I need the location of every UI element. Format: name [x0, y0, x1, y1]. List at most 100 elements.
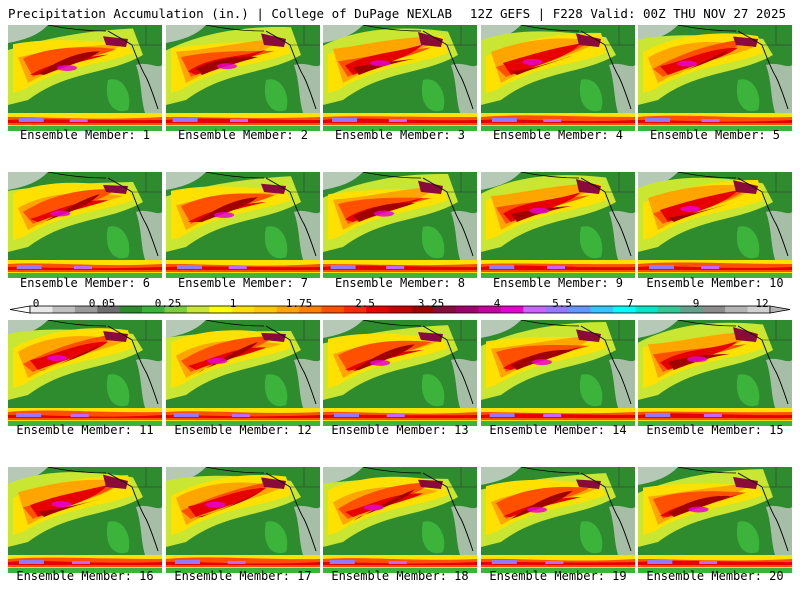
ensemble-member-label: Ensemble Member: 10: [646, 276, 784, 290]
ensemble-member-label: Ensemble Member: 9: [492, 276, 624, 290]
precip-map: [8, 467, 162, 573]
colorbar-segment: [52, 306, 76, 313]
precip-map: [166, 172, 320, 278]
color-scale-bar: [0, 296, 800, 320]
ensemble-member-label: Ensemble Member: 14: [489, 423, 627, 437]
ensemble-member-label: Ensemble Member: 19: [489, 569, 627, 583]
colorbar-segment: [164, 306, 188, 313]
ensemble-map-panel: [323, 320, 477, 426]
ensemble-member-label: Ensemble Member: 11: [16, 423, 154, 437]
ensemble-map-panel: [8, 320, 162, 426]
colorbar-tick-label: 0.25: [154, 297, 182, 310]
colorbar-segment: [186, 306, 210, 313]
precip-map: [166, 25, 320, 131]
header: Precipitation Accumulation (in.) | Colle…: [0, 0, 800, 24]
ensemble-map-panel: [166, 25, 320, 131]
ensemble-map-panel: [481, 25, 635, 131]
precip-map: [166, 320, 320, 426]
colorbar-segment: [119, 306, 143, 313]
colorbar-segment: [209, 306, 233, 313]
precip-map: [481, 467, 635, 573]
colorbar-segment: [411, 306, 434, 313]
ensemble-member-label: Ensemble Member: 2: [177, 128, 309, 142]
precip-map: [8, 320, 162, 426]
colorbar-tick-label: 0.05: [88, 297, 116, 310]
map-title: Precipitation Accumulation (in.) | Colle…: [8, 6, 453, 21]
colorbar-segment: [478, 306, 502, 313]
colorbar-tick-label: 1.75: [285, 297, 313, 310]
ensemble-member-label: Ensemble Member: 8: [334, 276, 466, 290]
colorbar-tick-label: 5.5: [552, 297, 572, 310]
ensemble-member-label: Ensemble Member: 6: [19, 276, 151, 290]
precip-map: [323, 25, 477, 131]
colorbar-tick-label: 3.25: [417, 297, 445, 310]
precip-map: [481, 320, 635, 426]
ensemble-map-panel: [166, 320, 320, 426]
colorbar-right-arrow: [769, 305, 791, 314]
precip-map: [481, 172, 635, 278]
ensemble-map-panel: [481, 172, 635, 278]
color-scale-svg: [9, 305, 791, 314]
precip-map: [323, 467, 477, 573]
colorbar-segment: [657, 306, 681, 313]
colorbar-segment: [747, 306, 771, 313]
ensemble-member-label: Ensemble Member: 12: [174, 423, 312, 437]
ensemble-member-label: Ensemble Member: 15: [646, 423, 784, 437]
ensemble-map-panel: [323, 467, 477, 573]
ensemble-map-panel: [8, 172, 162, 278]
ensemble-map-panel: [8, 467, 162, 573]
ensemble-member-label: Ensemble Member: 13: [331, 423, 469, 437]
precip-map: [323, 172, 477, 278]
colorbar-segment: [702, 306, 726, 313]
ensemble-member-label: Ensemble Member: 7: [177, 276, 309, 290]
ensemble-member-label: Ensemble Member: 20: [646, 569, 784, 583]
colorbar-segment: [97, 306, 120, 313]
colorbar-tick-label: 0: [32, 297, 40, 310]
ensemble-member-label: Ensemble Member: 5: [649, 128, 781, 142]
ensemble-map-panel: [481, 467, 635, 573]
precip-map: [8, 172, 162, 278]
ensemble-map-panel: [166, 172, 320, 278]
colorbar-left-arrow: [9, 305, 31, 314]
colorbar-tick-label: 1: [229, 297, 237, 310]
colorbar-tick-label: 4: [493, 297, 501, 310]
colorbar-segment: [74, 306, 98, 313]
colorbar-segment: [568, 306, 591, 313]
colorbar-segment: [142, 306, 165, 313]
colorbar-segment: [590, 306, 614, 313]
ensemble-member-label: Ensemble Member: 16: [16, 569, 154, 583]
colorbar-segment: [30, 306, 53, 313]
precip-map: [638, 467, 792, 573]
ensemble-map-panel: [323, 172, 477, 278]
ensemble-member-label: Ensemble Member: 1: [19, 128, 151, 142]
colorbar-segment: [343, 306, 367, 313]
precip-map: [481, 25, 635, 131]
precip-map: [8, 25, 162, 131]
colorbar-segment: [231, 306, 255, 313]
ensemble-map-panel: [638, 467, 792, 573]
ensemble-member-label: Ensemble Member: 4: [492, 128, 624, 142]
ensemble-map-panel: [638, 172, 792, 278]
colorbar-segment: [545, 306, 569, 313]
ensemble-member-label: Ensemble Member: 18: [331, 569, 469, 583]
colorbar-segment: [366, 306, 390, 313]
colorbar-tick-label: 9: [692, 297, 700, 310]
colorbar-segment: [276, 306, 300, 313]
precip-map: [638, 25, 792, 131]
ensemble-map-panel: [638, 320, 792, 426]
precip-map: [323, 320, 477, 426]
run-info: 12Z GEFS | F228 Valid: 00Z THU NOV 27 20…: [469, 6, 786, 21]
colorbar-segment: [254, 306, 277, 313]
colorbar-segment: [299, 306, 322, 313]
ensemble-map-panel: [166, 467, 320, 573]
colorbar-segment: [433, 306, 457, 313]
ensemble-map-panel: [8, 25, 162, 131]
colorbar-segment: [613, 306, 636, 313]
colorbar-segment: [388, 306, 412, 313]
colorbar-segment: [456, 306, 479, 313]
colorbar-tick-label: 7: [626, 297, 634, 310]
colorbar-segment: [321, 306, 345, 313]
precip-map: [166, 467, 320, 573]
ensemble-member-label: Ensemble Member: 3: [334, 128, 466, 142]
colorbar-segment: [680, 306, 704, 313]
